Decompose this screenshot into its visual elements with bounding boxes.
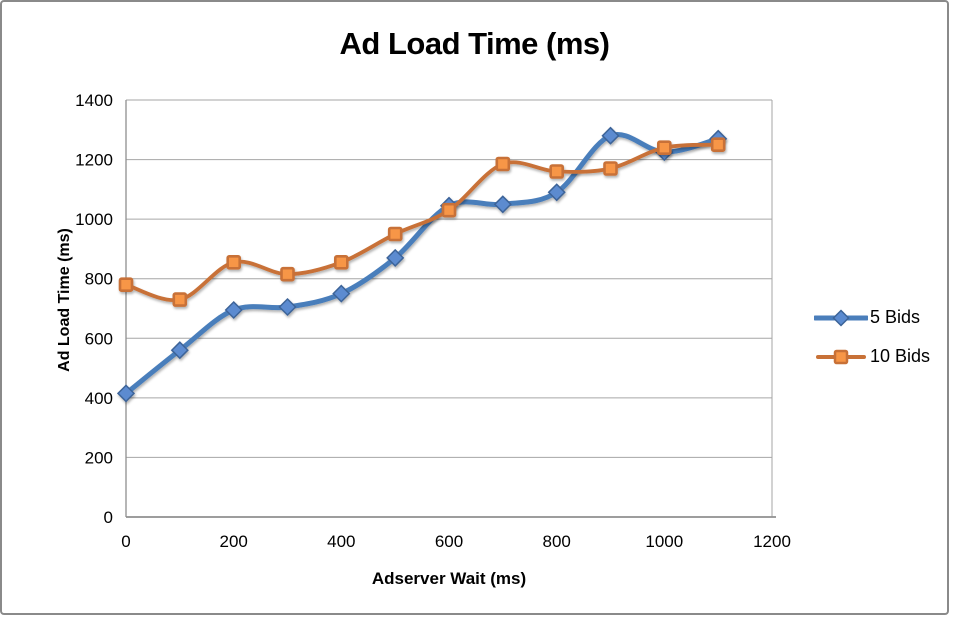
legend-item-10-bids: 10 Bids: [814, 346, 930, 367]
chart-title: Ad Load Time (ms): [339, 26, 610, 61]
svg-text:800: 800: [543, 532, 571, 551]
series-10-bids: [118, 137, 726, 307]
svg-text:600: 600: [435, 532, 463, 551]
svg-text:1000: 1000: [645, 532, 683, 551]
svg-text:0: 0: [121, 532, 130, 551]
line-square-marker-icon: [816, 349, 866, 364]
svg-text:1200: 1200: [75, 151, 113, 170]
svg-text:400: 400: [85, 389, 113, 408]
svg-text:1400: 1400: [75, 91, 113, 110]
svg-text:200: 200: [85, 448, 113, 467]
axes: [125, 100, 776, 518]
line-diamond-marker-icon: [814, 308, 868, 327]
svg-text:800: 800: [85, 270, 113, 289]
gridlines: [126, 99, 772, 458]
x-axis-title: Adserver Wait (ms): [371, 569, 527, 588]
data-series: [116, 126, 728, 403]
series-5-bids: [116, 126, 728, 403]
svg-text:200: 200: [220, 532, 248, 551]
svg-text:1200: 1200: [753, 532, 791, 551]
svg-text:400: 400: [327, 532, 355, 551]
svg-text:0: 0: [104, 508, 113, 527]
legend: 5 Bids 10 Bids: [814, 307, 930, 367]
y-axis-title: Ad Load Time (ms): [56, 228, 73, 372]
legend-label-10-bids: 10 Bids: [870, 346, 931, 366]
tick-labels: 0 200 400 600 800 1000 1200 1400 0 200 400 600 800 10…: [75, 91, 791, 551]
legend-label-5-bids: 5 Bids: [870, 307, 921, 327]
svg-text:1000: 1000: [75, 210, 113, 229]
legend-item-5-bids: 5 Bids: [814, 307, 930, 328]
svg-text:600: 600: [85, 329, 113, 348]
